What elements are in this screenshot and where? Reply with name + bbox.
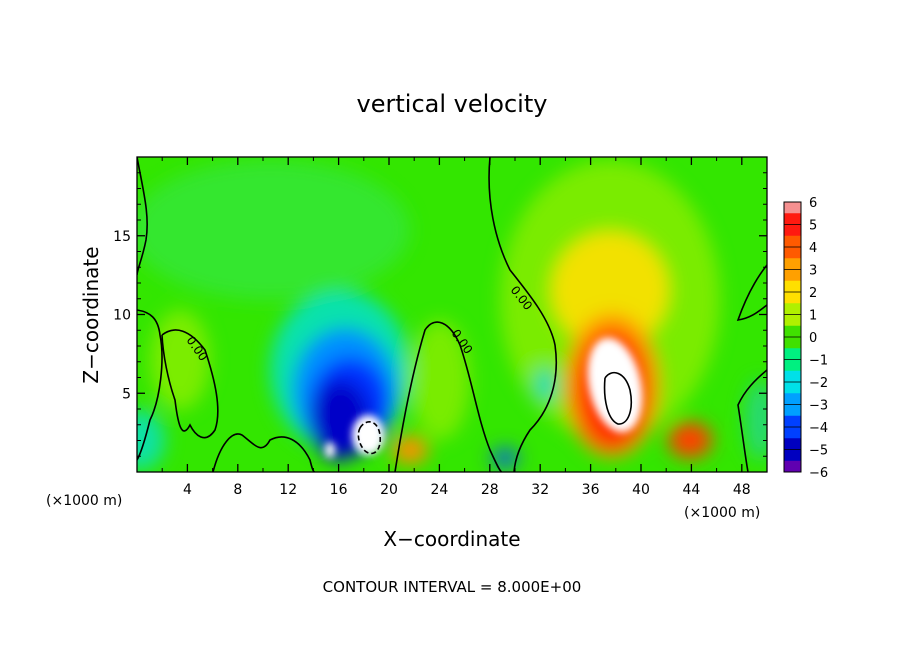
colorbar-segment [784,292,801,304]
contour-interval-note: CONTOUR INTERVAL = 8.000E+00 [323,578,582,596]
heatmap-field [137,157,767,472]
zero-contour-bottom-left [212,433,316,472]
colorbar-segment [784,449,801,462]
colorbar-segment [784,460,801,473]
zero-contour-far-right [736,264,767,321]
zero-contour-center [394,321,503,472]
colorbar-label: −6 [809,466,828,481]
zero-contours [137,157,767,472]
y-tick-label: 15 [113,229,131,245]
zero-contour-left [137,309,163,461]
colorbar-segment [784,224,801,237]
y-tick-label: 10 [113,308,131,324]
x-tick-label: 24 [430,482,448,498]
colorbar-segment [784,303,801,315]
x-axis-ticks: 4 8 12 16 20 24 28 32 36 40 44 48 [161,157,751,498]
colorbar-segment [784,258,801,270]
colorbar-segment [784,213,801,225]
zero-contour-left-lobe [161,329,219,439]
colorbar-segment [784,348,801,360]
y-axis-ticks: 5 10 15 [113,172,767,457]
colorbar-label: 3 [809,264,817,279]
colorbar-segment [784,382,801,394]
colorbar-segment [784,269,801,282]
colorbar-label: 2 [809,286,817,301]
colorbar: 6 5 4 3 2 1 0 −1 −2 −3 −4 −5 −6 [783,196,828,481]
colorbar-segment [784,280,801,293]
zero-contour-updraft-core [603,371,633,425]
colorbar-segment [784,325,801,338]
x-tick-label: 40 [632,482,650,498]
x-tick-label: 44 [682,482,700,498]
colorbar-segment [784,370,801,383]
colorbar-label: −1 [809,354,828,369]
zero-contour-right [488,157,558,472]
y-tick-label: 5 [122,386,131,402]
colorbar-label: 5 [809,219,817,234]
zero-contour-downdraft-core [357,421,382,455]
y-axis-label: Z−coordinate [79,246,103,383]
x-tick-label: 8 [233,482,242,498]
colorbar-segment [784,314,801,327]
chart-title: vertical velocity [357,90,548,118]
x-tick-label: 16 [330,482,348,498]
colorbar-segment [784,438,801,450]
x-unit-label-right: (×1000 m) [684,505,760,521]
colorbar-label: 6 [809,196,817,211]
colorbar-label: −5 [809,444,828,459]
x-tick-label: 12 [279,482,297,498]
colorbar-label: 0 [809,331,817,346]
x-tick-label: 36 [582,482,600,498]
zero-contour-right-bottom [737,369,767,472]
colorbar-label: 4 [809,241,817,256]
colorbar-segment [784,359,801,372]
x-tick-label: 20 [380,482,398,498]
zero-contour-leftedge [137,157,148,276]
x-tick-label: 28 [481,482,499,498]
colorbar-segment [784,202,801,214]
colorbar-label: 1 [809,309,817,324]
x-axis-label: X−coordinate [383,527,520,551]
colorbar-segment [784,427,801,439]
colorbar-label: −2 [809,376,828,391]
colorbar-segment [784,393,801,405]
colorbar-label: −4 [809,421,828,436]
colorbar-label: −3 [809,399,828,414]
colorbar-segment [784,235,801,248]
x-unit-label-left: (×1000 m) [46,493,122,509]
x-tick-label: 48 [733,482,751,498]
x-tick-label: 4 [183,482,192,498]
colorbar-segment [784,337,801,349]
colorbar-segment [784,404,801,417]
colorbar-segment [784,415,801,428]
colorbar-segment [784,247,801,259]
x-tick-label: 32 [531,482,549,498]
